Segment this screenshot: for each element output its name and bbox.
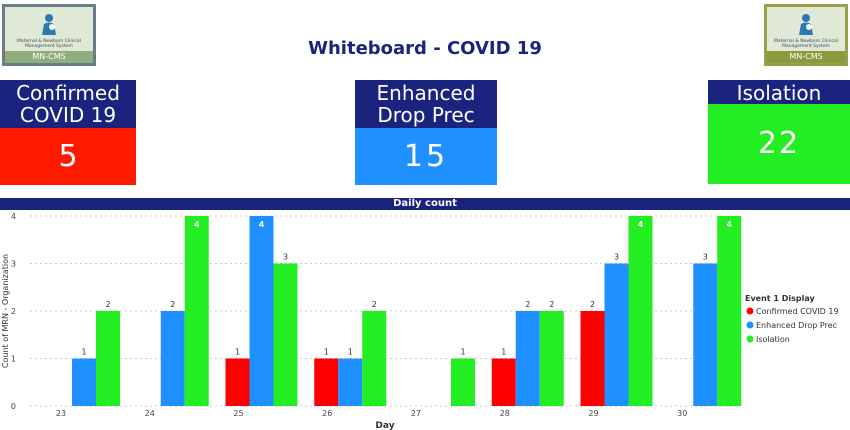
x-tick-label: 25 — [233, 409, 243, 418]
card-isolation-label: Isolation — [736, 81, 822, 105]
data-label: 2 — [105, 300, 110, 309]
y-tick-label: 2 — [11, 307, 16, 316]
y-tick-label: 4 — [11, 212, 16, 221]
card-isolation-header: Isolation — [708, 80, 850, 104]
data-label: 2 — [372, 300, 377, 309]
data-label: 4 — [259, 220, 265, 229]
bar — [314, 358, 339, 406]
card-confirmed: Confirmed COVID 19 5 — [0, 80, 136, 185]
bar — [225, 358, 250, 406]
data-label: 4 — [638, 220, 644, 229]
data-label: 4 — [194, 220, 200, 229]
x-tick-label: 24 — [145, 409, 155, 418]
y-tick-label: 3 — [11, 260, 16, 269]
x-tick-label: 27 — [411, 409, 421, 418]
y-axis-title: Count of MRN - Organization — [1, 254, 10, 368]
x-axis-title: Day — [375, 421, 394, 430]
legend-marker — [746, 307, 754, 315]
data-label: 2 — [525, 300, 530, 309]
data-label: 2 — [549, 300, 554, 309]
bar — [72, 358, 96, 406]
bar — [580, 311, 605, 406]
data-label: 1 — [81, 348, 86, 357]
card-confirmed-value: 5 — [0, 128, 136, 185]
bar — [515, 311, 540, 406]
legend-marker — [746, 321, 754, 329]
legend-label: Enhanced Drop Prec — [756, 321, 837, 330]
mother-baby-icon — [42, 14, 56, 35]
bar — [491, 358, 516, 406]
logo-right-text: Maternal & Newborn Clinical Management S… — [774, 39, 838, 49]
bar — [362, 311, 387, 406]
card-enhanced-label-1: Enhanced — [376, 81, 476, 105]
x-tick-label: 23 — [56, 409, 66, 418]
y-tick-label: 0 — [11, 402, 16, 411]
y-tick-label: 1 — [11, 355, 16, 364]
data-label: 1 — [235, 348, 240, 357]
bar — [160, 311, 185, 406]
data-label: 1 — [324, 348, 329, 357]
card-isolation-value: 22 — [708, 104, 850, 184]
card-enhanced-label-2: Drop Prec — [377, 103, 475, 127]
mother-baby-icon — [799, 14, 813, 35]
x-tick-label: 28 — [500, 409, 510, 418]
page-title: Whiteboard - COVID 19 — [308, 38, 542, 59]
logo-right-band: MN-CMS — [767, 51, 845, 63]
data-label: 3 — [614, 253, 619, 262]
data-label: 4 — [726, 220, 732, 229]
bar — [604, 263, 629, 406]
data-label: 3 — [703, 253, 708, 262]
data-label: 1 — [501, 348, 506, 357]
bar — [628, 216, 653, 406]
data-label: 2 — [170, 300, 175, 309]
bar — [338, 358, 363, 406]
bar — [273, 263, 298, 406]
card-confirmed-label-1: Confirmed — [16, 81, 120, 105]
legend-label: Confirmed COVID 19 — [756, 307, 839, 316]
section-header: Daily count — [0, 198, 850, 210]
x-tick-label: 29 — [588, 409, 598, 418]
card-isolation: Isolation 22 — [708, 80, 850, 184]
x-tick-label: 26 — [322, 409, 332, 418]
legend-marker — [746, 335, 754, 343]
data-label: 3 — [283, 253, 288, 262]
logo-left-text: Maternal & Newborn Clinical Management S… — [17, 39, 81, 49]
bar — [539, 311, 564, 406]
card-confirmed-label-2: COVID 19 — [19, 103, 117, 127]
logo-left-band: MN-CMS — [5, 51, 93, 63]
data-label: 1 — [460, 348, 465, 357]
card-enhanced-value: 15 — [355, 128, 497, 185]
logo-left: Maternal & Newborn Clinical Management S… — [2, 4, 96, 66]
bar — [717, 216, 742, 406]
card-enhanced: Enhanced Drop Prec 15 — [355, 80, 497, 185]
bar — [451, 358, 475, 406]
bar — [249, 216, 274, 406]
card-enhanced-header: Enhanced Drop Prec — [355, 80, 497, 128]
legend-label: Isolation — [756, 335, 790, 344]
x-tick-label: 30 — [677, 409, 687, 418]
logo-right: Maternal & Newborn Clinical Management S… — [764, 4, 848, 66]
bar — [693, 263, 718, 406]
bar — [96, 311, 120, 406]
data-label: 2 — [590, 300, 595, 309]
data-label: 1 — [348, 348, 353, 357]
bar — [184, 216, 209, 406]
legend-title: Event 1 Display — [745, 294, 816, 303]
card-confirmed-header: Confirmed COVID 19 — [0, 80, 136, 128]
